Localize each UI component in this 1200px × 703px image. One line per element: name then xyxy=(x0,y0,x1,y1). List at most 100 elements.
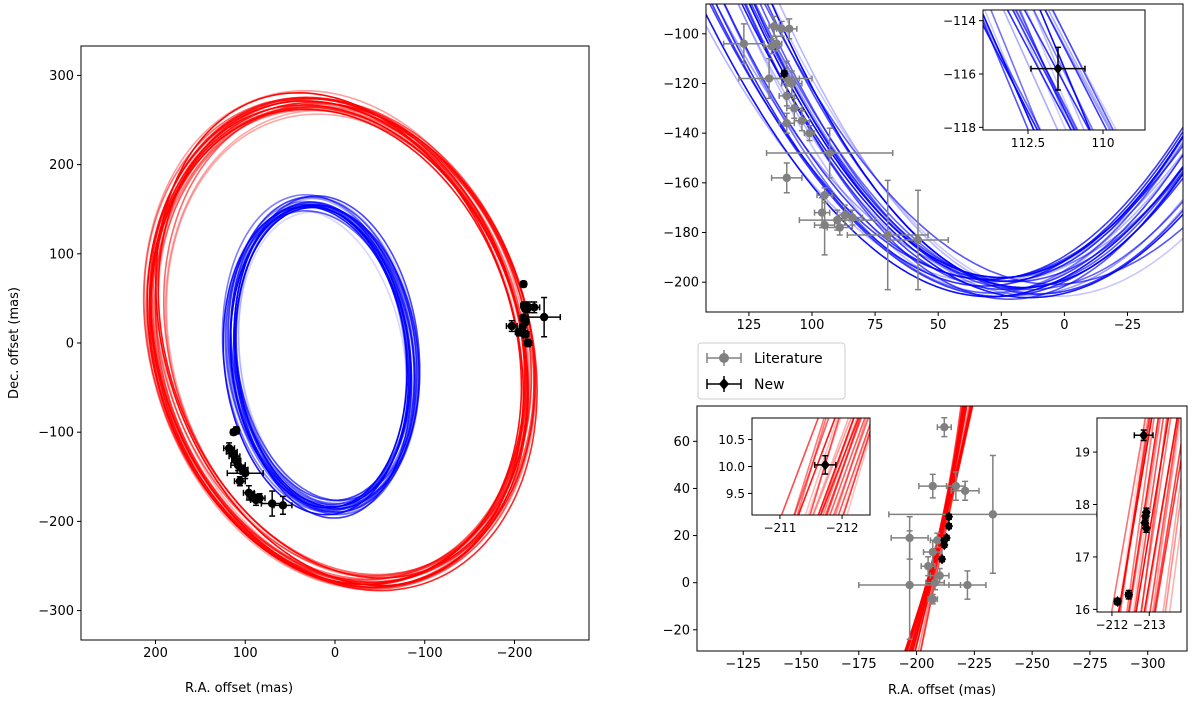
legend: Literature New xyxy=(697,342,846,400)
data-points xyxy=(222,279,562,517)
inner-orbit-curve xyxy=(1033,10,1094,130)
y-tick-label: 0 xyxy=(682,576,690,591)
inner-orbit-curve xyxy=(1052,10,1114,130)
y-tick-label: −20 xyxy=(663,623,690,638)
y-tick-label: −116 xyxy=(943,68,976,82)
literature-data-point xyxy=(886,189,950,291)
new-data-point xyxy=(520,329,530,339)
main-x-axis-label: R.A. offset (mas) xyxy=(185,681,293,696)
new-data-point xyxy=(1030,46,1086,91)
x-tick-label: −200 xyxy=(899,657,935,672)
data-points xyxy=(722,15,950,291)
x-tick-label: −275 xyxy=(1072,657,1108,672)
outer-orbit-curve xyxy=(1135,418,1170,612)
new-data-point xyxy=(523,338,533,348)
inner-orbit-curve xyxy=(753,4,1183,296)
literature-data-point xyxy=(945,471,966,501)
x-tick-label: −212 xyxy=(1095,618,1128,632)
inner-orbit-curve xyxy=(230,203,411,502)
outer-orbit-curve xyxy=(1151,418,1181,612)
legend-new-marker xyxy=(706,376,742,392)
literature-data-point xyxy=(803,124,816,142)
y-tick-label: 10.5 xyxy=(718,433,745,447)
y-tick-label: 10.0 xyxy=(718,460,745,474)
literature-data-point xyxy=(918,473,948,499)
x-tick-label: −212 xyxy=(826,521,859,535)
inner-orbit-bundle xyxy=(983,10,1117,130)
outer-orbit-curve xyxy=(142,89,531,590)
outer-orbit-curve xyxy=(1143,418,1179,612)
outer-orbit-curve xyxy=(822,418,858,515)
outer-orbit-curve xyxy=(1149,418,1181,612)
literature-data-point xyxy=(780,18,798,40)
x-tick-label: 50 xyxy=(930,318,947,333)
outer-orbit-curve xyxy=(833,418,870,515)
x-tick-label: 0 xyxy=(1060,318,1068,333)
inner-orbit-curve xyxy=(1018,10,1075,130)
outer-orbit-curve xyxy=(1144,418,1178,612)
data-points xyxy=(1030,46,1086,91)
y-tick-label: 40 xyxy=(673,482,690,497)
x-tick-label: 112.5 xyxy=(1011,136,1045,150)
inner-orbit-curve xyxy=(743,4,1183,291)
outer-orbit-curve xyxy=(846,434,870,515)
outer-orbit-curve xyxy=(155,91,525,587)
literature-data-point xyxy=(927,593,939,605)
inner-orbit-curve xyxy=(1044,10,1111,130)
outer-orbit-curve xyxy=(829,418,866,515)
y-tick-label: 16 xyxy=(1075,603,1090,617)
new-data-point xyxy=(1133,429,1154,442)
outer-orbit-inset-left-plot: −211 −212 9.5 10.0 10.5 xyxy=(718,417,871,535)
main-orbit-plot: 200 100 0 −100 −200 −300 −200 −100 0 100 200 300 xyxy=(38,45,590,661)
literature-data-point xyxy=(888,454,1098,575)
x-tick-label: −100 xyxy=(407,646,443,661)
x-tick-label: −213 xyxy=(1133,618,1166,632)
literature-data-point xyxy=(858,530,962,640)
inner-orbit-curve xyxy=(983,23,1039,130)
plot-frame xyxy=(696,405,1188,652)
inner-orbit-curve xyxy=(711,4,1183,298)
outer-orbit-curve xyxy=(1164,491,1181,612)
inner-orbit-curve xyxy=(232,201,413,519)
outer-orbit-curve xyxy=(1162,472,1181,612)
y-tick-label: −300 xyxy=(38,604,74,619)
literature-data-point xyxy=(920,556,936,577)
inner-orbit-curve xyxy=(983,18,1030,130)
outer-orbit-curve xyxy=(914,406,974,651)
outer-orbit-curve xyxy=(820,418,860,515)
literature-data-point xyxy=(846,179,929,291)
literature-data-point xyxy=(770,162,803,194)
x-tick-label: −175 xyxy=(841,657,877,672)
plot-frame xyxy=(982,9,1146,131)
outer-orbit-curve xyxy=(832,418,869,515)
outer-orbit-curve xyxy=(804,418,839,515)
zoom-outer-x-axis-label: R.A. offset (mas) xyxy=(888,683,996,698)
plot-frame xyxy=(705,3,1184,313)
inner-orbit-curve xyxy=(222,205,410,516)
x-tick-label: 110 xyxy=(1092,136,1115,150)
new-data-point xyxy=(780,68,789,79)
legend-frame xyxy=(697,342,846,400)
literature-data-point xyxy=(765,127,894,179)
inner-orbit-inset-plot: 112.5 110 −118 −116 −114 xyxy=(943,9,1146,150)
outer-orbit-curve xyxy=(841,424,870,515)
y-tick-label: 200 xyxy=(49,158,74,173)
literature-data-point xyxy=(936,417,952,438)
outer-orbit-curve xyxy=(909,406,967,651)
inner-orbit-curve xyxy=(1047,10,1112,130)
legend-literature-marker xyxy=(706,350,742,366)
y-tick-label: −180 xyxy=(663,226,699,241)
data-points xyxy=(858,417,1098,640)
orbit-curves xyxy=(904,406,974,651)
new-data-point xyxy=(233,476,246,487)
inner-orbit-zoom-plot: 125 100 75 50 25 0 −25 −200 −180 −160 −140 −120 −100 xyxy=(663,3,1184,333)
outer-orbit-zoom-plot: −125 −150 −175 −200 −225 −250 −275 −300−2002040… xyxy=(663,405,1188,672)
y-tick-label: −140 xyxy=(663,127,699,142)
y-tick-label: 9.5 xyxy=(726,487,745,501)
x-tick-label: −211 xyxy=(763,521,796,535)
outer-orbit-curve xyxy=(1117,418,1153,612)
inner-orbit-curve xyxy=(706,25,1183,283)
outer-orbit-curve xyxy=(834,418,868,515)
outer-orbit-curve xyxy=(811,418,850,515)
y-tick-label: 17 xyxy=(1075,550,1090,564)
